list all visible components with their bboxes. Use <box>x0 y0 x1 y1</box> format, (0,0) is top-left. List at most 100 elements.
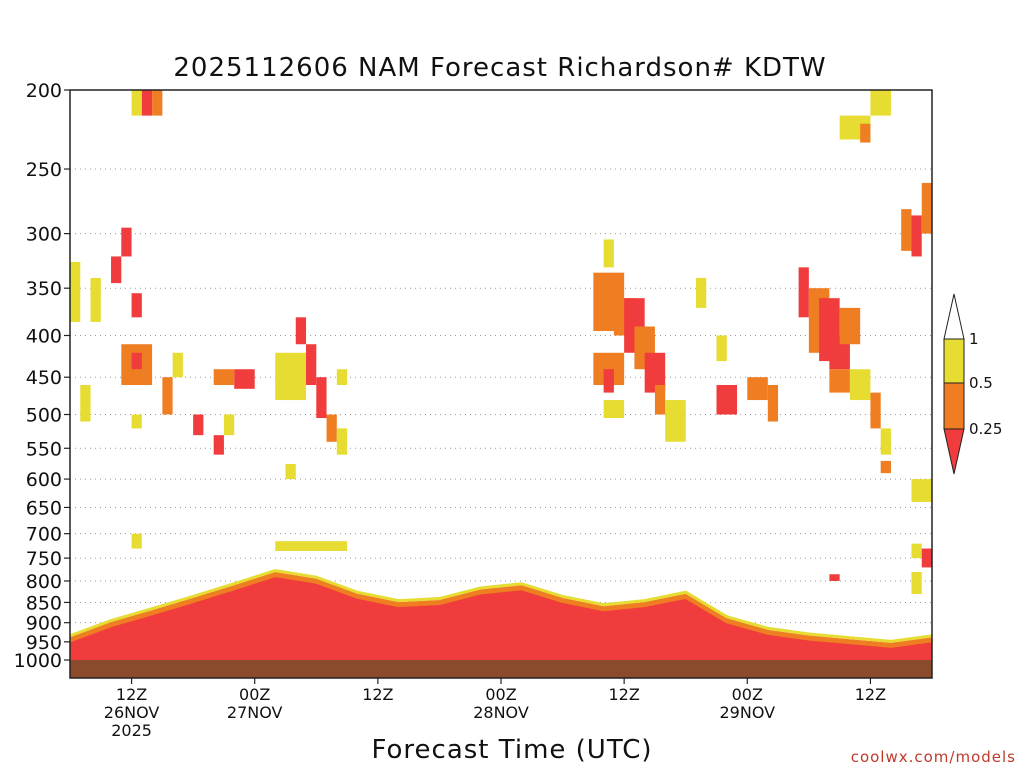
y-tick-label: 350 <box>26 278 62 300</box>
ri-patch-red <box>603 369 614 393</box>
x-tick-label: 12Z <box>362 685 393 704</box>
ri-patch-orange <box>654 384 666 415</box>
ri-patch-red <box>234 369 255 389</box>
ri-patch-yellow <box>911 479 932 502</box>
y-tick-label: 900 <box>26 613 62 635</box>
y-tick-label: 700 <box>26 524 62 546</box>
x-tick-label: 12Z <box>608 685 639 704</box>
y-tick-label: 750 <box>26 548 62 570</box>
x-tick-label: 00Z <box>732 685 763 704</box>
ri-patch-yellow <box>716 335 727 362</box>
ri-patch-yellow <box>336 428 348 455</box>
x-tick-label: 00Z <box>485 685 516 704</box>
y-tick-label: 800 <box>26 571 62 593</box>
ri-patch-red <box>193 414 204 436</box>
x-tick-label: 27NOV <box>227 703 283 722</box>
x-tick-label: 29NOV <box>719 703 775 722</box>
ri-patch-red <box>921 548 932 568</box>
y-axis-ticks: 200 250 300 350 400 450 500 550 600 650 7007508008… <box>14 80 70 672</box>
ri-patch-yellow <box>172 352 183 378</box>
ri-patch-orange <box>747 377 768 401</box>
ri-patch-orange <box>839 307 861 345</box>
ground-band <box>70 660 932 678</box>
ri-patch-red <box>295 317 307 345</box>
ri-patch-yellow <box>603 239 614 268</box>
ri-patch-yellow <box>275 352 307 401</box>
ri-patch-red <box>829 574 840 581</box>
y-tick-label: 200 <box>26 80 62 102</box>
ri-patch-orange <box>870 392 881 429</box>
y-tick-label: 550 <box>26 438 62 460</box>
ri-patch-orange <box>152 90 163 116</box>
y-tick-label: 250 <box>26 159 62 181</box>
ri-patch-yellow <box>911 572 922 595</box>
y-tick-label: 450 <box>26 367 62 389</box>
ri-patch-red <box>131 293 142 318</box>
ri-patch-red <box>316 377 327 419</box>
ri-patch-red <box>911 215 922 257</box>
colorbar-legend: 1 0.5 0.25 <box>943 293 1002 475</box>
low-level-orange-fringe <box>69 571 933 648</box>
colorbar-top-arrow <box>943 293 965 340</box>
chart-title: 2025112606 NAM Forecast Richardson# KDTW <box>173 53 826 83</box>
ri-patch-yellow <box>80 384 91 422</box>
colorbar-label: 1 <box>969 330 979 348</box>
ri-patch-yellow <box>911 543 922 559</box>
colorbar-label: 0.25 <box>969 420 1002 438</box>
colorbar-orange <box>943 382 965 430</box>
colorbar-bottom-arrow <box>943 428 965 475</box>
ri-patch-orange <box>767 384 779 422</box>
ri-patch-orange <box>860 123 871 143</box>
ri-patch-yellow <box>275 541 348 551</box>
ri-patch-yellow <box>880 428 891 455</box>
x-tick-label: 26NOV <box>104 703 160 722</box>
ri-patch-red <box>141 90 153 116</box>
ri-patch-yellow <box>90 277 101 322</box>
ri-patch-red <box>111 256 122 284</box>
x-axis-label: Forecast Time (UTC) <box>371 735 652 765</box>
low-level-yellow-fringe <box>69 568 933 643</box>
ri-patch-orange <box>921 182 932 234</box>
colorbar-label: 0.5 <box>969 374 993 392</box>
y-tick-label: 500 <box>26 405 62 427</box>
low-level-red-layer <box>70 576 932 660</box>
ri-patch-yellow <box>870 90 891 116</box>
ri-patch-yellow <box>665 400 686 442</box>
y-tick-label: 600 <box>26 469 62 491</box>
ri-patch-orange <box>326 414 337 442</box>
ri-patch-orange <box>829 369 850 393</box>
ri-patch-yellow <box>336 369 348 385</box>
ri-patch-red <box>131 352 142 370</box>
x-tick-label: 12Z <box>116 685 147 704</box>
ri-patch-yellow <box>849 369 871 401</box>
y-tick-label: 850 <box>26 592 62 614</box>
ri-patch-yellow <box>695 277 707 308</box>
x-tick-label: 12Z <box>855 685 886 704</box>
low-level-layer <box>69 568 933 660</box>
richardson-patches <box>70 90 932 595</box>
ri-patch-red <box>306 344 317 385</box>
ri-patch-yellow <box>223 414 235 436</box>
ri-patch-orange <box>162 377 173 415</box>
ri-patch-red <box>121 227 132 257</box>
y-tick-label: 650 <box>26 497 62 519</box>
x-tick-label: 2025 <box>111 721 152 740</box>
y-tick-label: 950 <box>26 632 62 654</box>
ri-patch-yellow <box>603 400 625 419</box>
x-tick-label: 28NOV <box>473 703 529 722</box>
y-tick-label: 300 <box>26 224 62 246</box>
ri-patch-red <box>798 267 809 318</box>
ri-patch-yellow <box>131 414 142 429</box>
ri-patch-yellow <box>131 533 142 549</box>
ri-patch-yellow <box>70 261 81 322</box>
colorbar-yellow <box>943 338 965 384</box>
credit-text: coolwx.com/models <box>851 748 1016 766</box>
ri-patch-red <box>644 352 666 393</box>
ri-patch-orange <box>213 369 235 385</box>
y-tick-label: 400 <box>26 325 62 347</box>
y-tick-label: 1000 <box>14 650 62 672</box>
gridlines <box>70 168 932 643</box>
ri-patch-red <box>716 384 738 415</box>
